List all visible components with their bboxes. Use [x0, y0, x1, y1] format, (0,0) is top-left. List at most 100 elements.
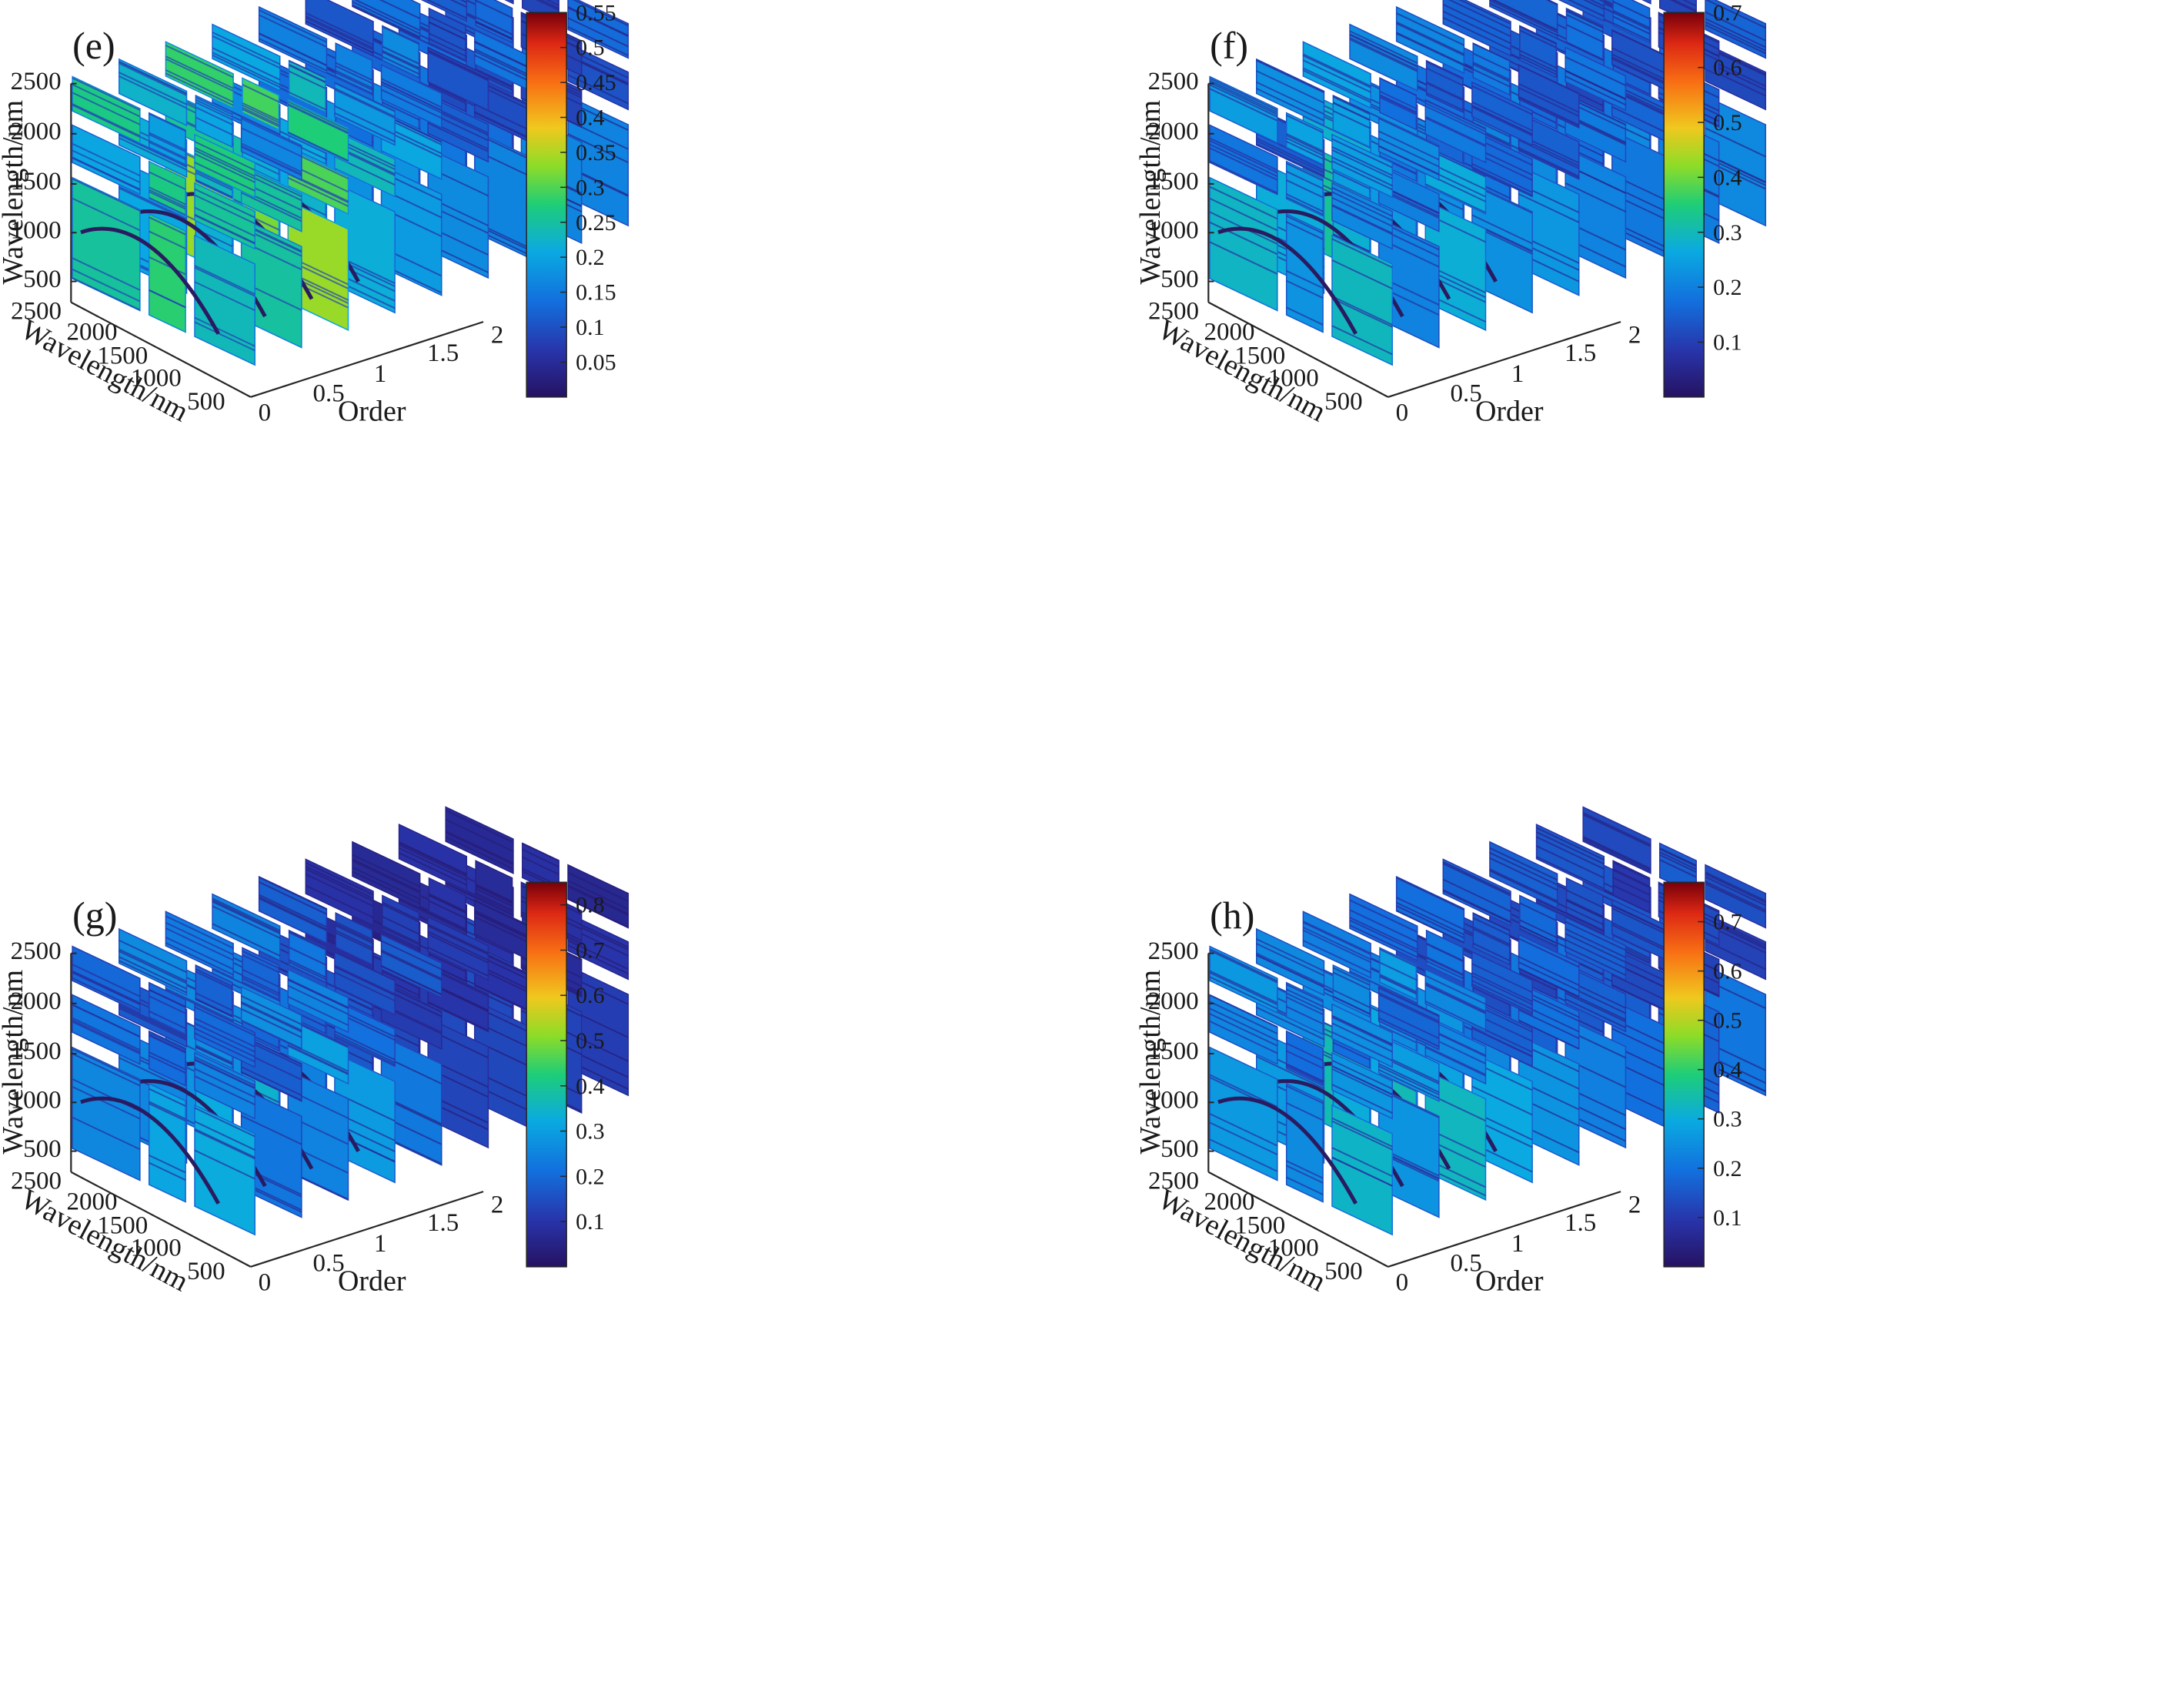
- heatmap-texture: [1331, 191, 1393, 222]
- y-tick-label: 500: [1324, 388, 1363, 416]
- heatmap-texture: [289, 931, 326, 951]
- heatmap-texture: [241, 1071, 302, 1101]
- colorbar-tick-label: 0.6: [1713, 959, 1742, 984]
- heatmap-texture: [1331, 1120, 1393, 1151]
- x-tick-label: 1: [374, 360, 387, 388]
- heatmap-texture: [212, 899, 281, 934]
- heatmap-block: [287, 968, 349, 1034]
- heatmap-texture: [194, 147, 255, 177]
- heatmap-texture: [1209, 1020, 1278, 1054]
- heatmap-texture: [1331, 1065, 1393, 1096]
- heatmap-texture: [427, 924, 489, 954]
- heatmap-texture: [1536, 845, 1605, 879]
- heatmap-texture: [1331, 1156, 1393, 1187]
- heatmap-texture: [335, 72, 373, 91]
- heatmap-texture: [194, 321, 255, 352]
- heatmap-texture: [1286, 1005, 1324, 1025]
- heatmap-texture: [522, 856, 559, 875]
- heatmap-texture: [149, 140, 186, 159]
- heatmap-texture: [1396, 12, 1464, 46]
- y-axis-line: [70, 301, 252, 398]
- heatmap-texture: [305, 873, 374, 907]
- heatmap-texture: [149, 1101, 186, 1120]
- heatmap-texture: [241, 1066, 302, 1097]
- heatmap-texture: [1349, 909, 1418, 943]
- heatmap-texture: [1472, 942, 1511, 962]
- heatmap-texture: [1536, 827, 1605, 861]
- heatmap-texture: [72, 92, 141, 125]
- heatmap-texture: [1286, 137, 1324, 156]
- heatmap-texture: [335, 924, 373, 944]
- heatmap-texture: [1705, 127, 1766, 158]
- heatmap-texture: [1611, 921, 1673, 952]
- heatmap-texture: [149, 186, 186, 206]
- heatmap-texture: [1472, 912, 1511, 931]
- heatmap-texture: [194, 1121, 255, 1151]
- heatmap-block: [1558, 0, 1605, 22]
- heatmap-texture: [1209, 221, 1278, 256]
- heatmap-texture: [1611, 974, 1673, 1004]
- heatmap-texture: [194, 316, 255, 347]
- heatmap-texture: [334, 112, 396, 142]
- heatmap-texture: [1349, 33, 1418, 67]
- heatmap-texture: [1286, 179, 1324, 199]
- heatmap-texture: [1565, 992, 1626, 1023]
- heatmap-texture: [334, 89, 396, 119]
- heatmap-texture: [1332, 170, 1371, 190]
- colorbar-tick-label: 0.1: [1713, 329, 1742, 355]
- heatmap-texture: [567, 133, 629, 164]
- heatmap-texture: [1379, 94, 1417, 113]
- heatmap-texture: [242, 109, 279, 128]
- colorbar-tick-label: 0.6: [1713, 55, 1742, 81]
- heatmap-texture: [1705, 0, 1766, 29]
- heatmap-texture: [1472, 63, 1511, 82]
- heatmap-texture: [381, 81, 442, 112]
- heatmap-texture: [1379, 974, 1417, 993]
- heatmap-texture: [382, 927, 419, 946]
- heatmap-texture: [287, 132, 349, 162]
- heatmap-texture: [1209, 1138, 1278, 1172]
- heatmap-block: [194, 1003, 255, 1068]
- colorbar-tick-label: 0.5: [1713, 110, 1742, 135]
- heatmap-texture: [1396, 32, 1464, 65]
- heatmap-texture: [305, 12, 374, 46]
- heatmap-texture: [1705, 881, 1766, 911]
- heatmap-block: [195, 94, 233, 149]
- heatmap-texture: [1286, 988, 1324, 1008]
- y-tick-label: 2500: [1148, 1167, 1199, 1195]
- heatmap-block: [1424, 968, 1487, 1034]
- y-tick-label: 2000: [66, 319, 117, 346]
- heatmap-texture: [119, 61, 187, 95]
- heatmap-texture: [1424, 984, 1486, 1014]
- heatmap-texture: [1209, 994, 1278, 1028]
- heatmap-texture: [1379, 976, 1417, 995]
- heatmap-texture: [1349, 38, 1418, 72]
- z-tick-label: 2000: [11, 988, 62, 1015]
- heatmap-block: [1442, 858, 1511, 927]
- heatmap-texture: [1331, 1068, 1393, 1098]
- heatmap-texture: [165, 72, 234, 106]
- heatmap-block: [1285, 981, 1324, 1035]
- heatmap-texture: [289, 70, 326, 89]
- heatmap-texture: [1256, 59, 1324, 94]
- heatmap-texture: [72, 1004, 141, 1038]
- heatmap-block: [194, 133, 255, 199]
- heatmap-texture: [194, 1068, 255, 1098]
- heatmap-block: [1519, 894, 1558, 948]
- heatmap-texture: [289, 961, 326, 981]
- heatmap-texture: [1705, 21, 1766, 52]
- heatmap-texture: [1519, 924, 1557, 944]
- heatmap-texture: [1566, 906, 1604, 925]
- heatmap-texture: [241, 995, 302, 1025]
- heatmap-texture: [195, 1046, 233, 1065]
- heatmap-texture: [195, 179, 233, 199]
- heatmap-texture: [382, 51, 419, 70]
- heatmap-texture: [1519, 927, 1557, 947]
- heatmap-texture: [1705, 940, 1766, 971]
- heatmap-texture: [352, 867, 421, 901]
- heatmap-texture: [149, 141, 186, 161]
- heatmap-block: [420, 0, 468, 22]
- colorbar-tick-label: 0.4: [1713, 165, 1742, 190]
- heatmap-texture: [1519, 56, 1557, 75]
- heatmap-block: [1302, 911, 1371, 979]
